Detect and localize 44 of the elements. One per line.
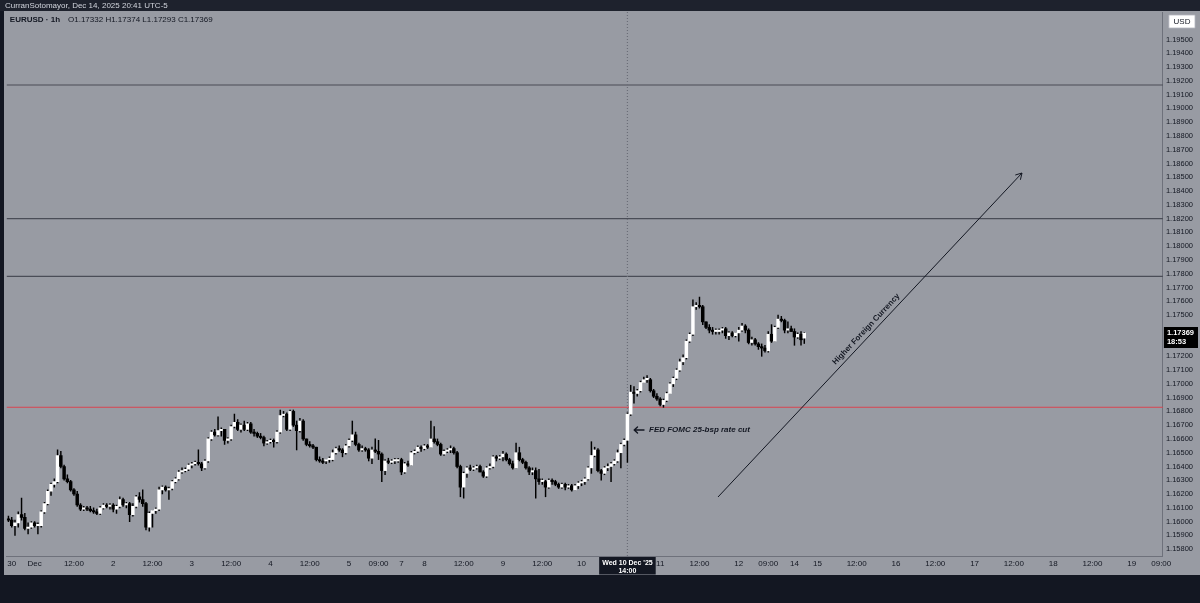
- x-tick-label: 5: [346, 559, 352, 568]
- x-tick-label: 4: [268, 559, 274, 568]
- x-tick-label: 30: [7, 559, 17, 568]
- x-tick-label: 12:00: [453, 559, 475, 568]
- chart-title: EURUSD · 1h: [9, 15, 61, 25]
- x-tick-label: 12:00: [1082, 559, 1104, 568]
- candlestick: [763, 344, 767, 353]
- x-tick-label: 16: [891, 559, 901, 568]
- x-tick-label: 14: [790, 559, 800, 568]
- x-tick-label: 09:00: [1151, 559, 1172, 568]
- x-tick-label: 12:00: [299, 559, 321, 568]
- x-tick-label: 7: [399, 559, 405, 568]
- candlestick: [108, 503, 112, 510]
- x-tick-label: 12:00: [221, 559, 242, 568]
- x-tick-label: 3: [189, 559, 195, 568]
- candlestick: [717, 328, 721, 335]
- x-tick-label: 12:00: [689, 559, 711, 568]
- candlestick: [429, 420, 433, 448]
- text: CurranSotomayor, Dec 14, 2025 20:41 UTC-5: [5, 0, 168, 11]
- annotation: FED FOMC 25-bsp rate cut: [649, 425, 750, 435]
- x-tick-label: 12:00: [925, 559, 946, 568]
- x-tick-label: 9: [500, 559, 506, 568]
- x-tick-label: 8: [422, 559, 428, 568]
- x-tick-label: 18: [1048, 559, 1059, 568]
- x-tick-label: 09:00: [368, 559, 390, 568]
- candlestick: [609, 462, 613, 482]
- x-tick-label: Dec: [27, 559, 42, 568]
- x-tick-label: 10: [577, 559, 587, 568]
- x-tick-label: 12:00: [1003, 559, 1025, 568]
- candlestick: [737, 327, 741, 342]
- x-tick-label: 19: [1127, 559, 1137, 568]
- chart-subtitle: O1.17332 H1.17374 L1.17293 C1.17369: [68, 15, 214, 25]
- x-tick-label: 11: [656, 559, 665, 568]
- candlestick: [360, 445, 364, 452]
- x-tick-label: 12:00: [142, 559, 164, 568]
- x-tick-label: 12: [734, 559, 744, 568]
- x-tick-label: 12:00: [532, 559, 553, 568]
- x-tick-label: 15: [812, 559, 823, 568]
- x-tick-label: 2: [111, 559, 117, 568]
- x-tick-label: 12:00: [63, 559, 85, 568]
- x-tick-label: 12:00: [846, 559, 868, 568]
- x-tick-label: 17: [970, 559, 980, 568]
- x-tick-label: 09:00: [758, 559, 779, 568]
- y-axis-title: USD: [1173, 16, 1191, 26]
